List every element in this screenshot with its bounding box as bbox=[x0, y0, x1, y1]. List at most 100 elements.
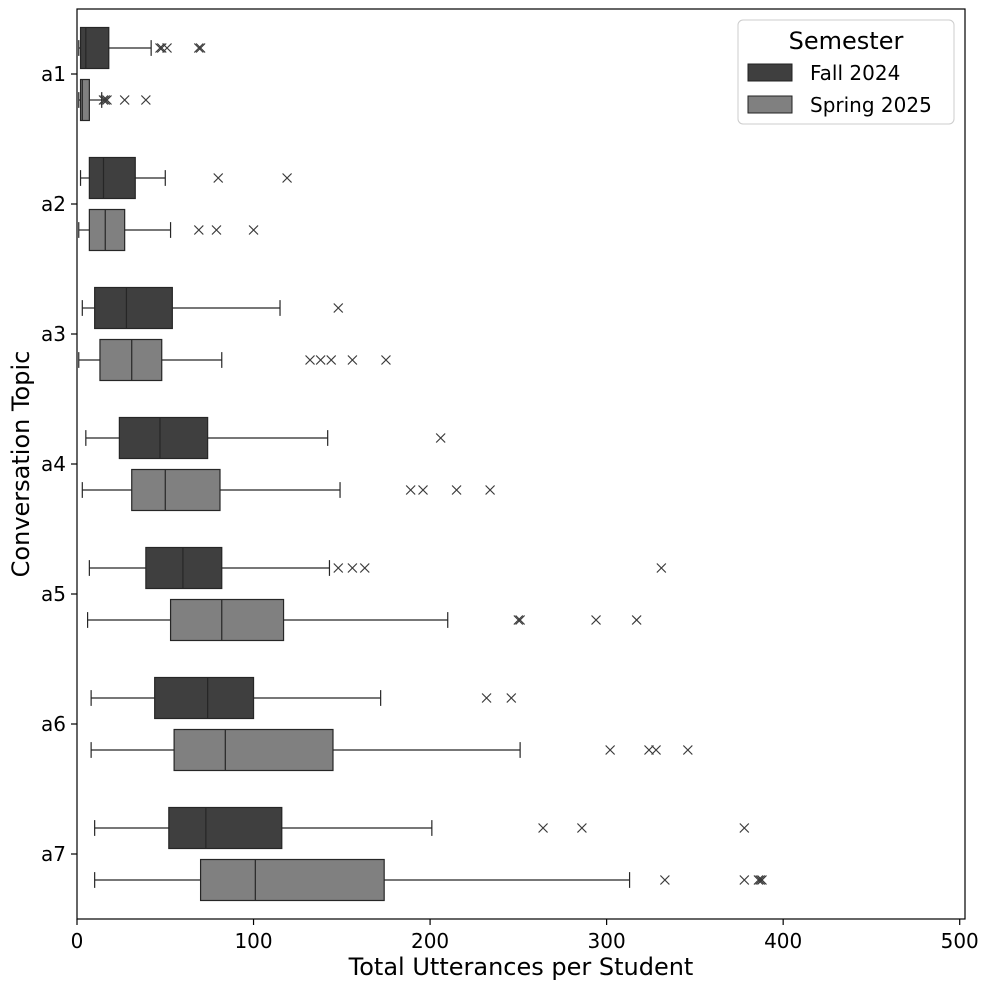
outlier-a6-spring-2025-2 bbox=[651, 745, 661, 755]
outlier-a5-spring-2025-2 bbox=[591, 615, 601, 625]
outlier-a5-spring-2025-1 bbox=[515, 615, 526, 625]
box-group-a5-spring-2025 bbox=[86, 598, 642, 642]
outlier-a1-fall-2024-3 bbox=[193, 43, 204, 53]
box-group-a7-fall-2024 bbox=[94, 806, 750, 850]
outlier-a4-spring-2025-0 bbox=[405, 485, 416, 495]
outlier-a2-spring-2025-2 bbox=[248, 225, 259, 235]
outlier-a5-fall-2024-2 bbox=[359, 563, 370, 573]
box-group-a5-fall-2024 bbox=[88, 546, 667, 590]
box-a5-fall-2024 bbox=[145, 546, 223, 590]
y-tick-label-a2: a2 bbox=[41, 192, 66, 216]
y-tick-label-a5: a5 bbox=[41, 582, 66, 606]
outlier-a6-fall-2024-0 bbox=[481, 693, 492, 703]
outlier-a5-fall-2024-0 bbox=[333, 563, 344, 573]
outlier-a7-spring-2025-2 bbox=[753, 875, 764, 885]
box-group-a2-fall-2024 bbox=[79, 156, 293, 200]
y-tick-label-a3: a3 bbox=[41, 322, 66, 346]
box-group-a4-spring-2025 bbox=[81, 468, 496, 512]
outlier-a2-fall-2024-1 bbox=[282, 173, 293, 183]
box-a7-fall-2024 bbox=[168, 806, 283, 850]
x-tick-label-5: 500 bbox=[941, 929, 979, 953]
box-group-a2-spring-2025 bbox=[78, 208, 259, 252]
box-group-a1-fall-2024 bbox=[78, 26, 206, 70]
chart-marks bbox=[78, 26, 767, 902]
box-a7-spring-2025 bbox=[199, 858, 385, 902]
outlier-a7-fall-2024-2 bbox=[739, 823, 750, 833]
outlier-a4-spring-2025-1 bbox=[418, 485, 428, 495]
box-group-a4-fall-2024 bbox=[85, 416, 446, 460]
box-a4-fall-2024 bbox=[118, 416, 209, 460]
plot-frame bbox=[76, 8, 966, 920]
box-a1-spring-2025 bbox=[79, 78, 90, 122]
outlier-a1-spring-2025-4 bbox=[140, 95, 151, 105]
axes: 0 100 200 300 400 500 a1 a2 a3 a4 a5 a6 a7 bbox=[41, 62, 979, 953]
legend-entry-spring-2025: Spring 2025 bbox=[810, 93, 932, 117]
outlier-a1-fall-2024-0 bbox=[155, 43, 165, 53]
box-group-a3-fall-2024 bbox=[81, 286, 344, 330]
outlier-a5-fall-2024-3 bbox=[656, 563, 667, 573]
outlier-a1-fall-2024-4 bbox=[195, 43, 206, 53]
legend-title: Semester bbox=[789, 27, 904, 55]
outlier-a4-spring-2025-2 bbox=[451, 485, 462, 495]
box-a6-spring-2025 bbox=[173, 728, 334, 772]
y-tick-label-a6: a6 bbox=[41, 712, 66, 736]
y-tick-label-a1: a1 bbox=[41, 62, 66, 86]
outlier-a7-spring-2025-4 bbox=[757, 875, 767, 885]
x-tick-label-2: 200 bbox=[411, 929, 449, 953]
box-group-a7-spring-2025 bbox=[94, 858, 767, 902]
x-axis-label: Total Utterances per Student bbox=[348, 953, 694, 981]
outlier-a1-fall-2024-2 bbox=[162, 43, 172, 53]
outlier-a3-spring-2025-4 bbox=[381, 355, 391, 365]
outlier-a3-spring-2025-1 bbox=[315, 355, 326, 365]
outlier-a6-spring-2025-0 bbox=[605, 745, 616, 755]
outlier-a3-spring-2025-3 bbox=[347, 355, 358, 365]
outlier-a2-spring-2025-0 bbox=[193, 225, 204, 235]
box-a3-fall-2024 bbox=[94, 286, 173, 330]
box-a2-spring-2025 bbox=[88, 208, 126, 252]
x-tick-label-3: 300 bbox=[588, 929, 626, 953]
x-tick-label-4: 400 bbox=[764, 929, 802, 953]
outlier-a7-fall-2024-0 bbox=[538, 823, 548, 833]
outlier-a7-spring-2025-3 bbox=[755, 875, 766, 885]
legend-swatch-fall-2024 bbox=[747, 63, 793, 82]
box-a2-fall-2024 bbox=[88, 156, 136, 200]
outlier-a3-fall-2024-0 bbox=[333, 303, 344, 313]
outlier-a7-spring-2025-1 bbox=[739, 875, 750, 885]
outlier-a6-spring-2025-1 bbox=[644, 745, 654, 755]
legend-swatch-spring-2025 bbox=[747, 95, 793, 114]
outlier-a7-spring-2025-0 bbox=[659, 875, 670, 885]
outlier-a5-spring-2025-3 bbox=[631, 615, 642, 625]
outlier-a5-fall-2024-1 bbox=[347, 563, 358, 573]
plot-background bbox=[77, 9, 965, 919]
outlier-a6-fall-2024-1 bbox=[506, 693, 517, 703]
outlier-a7-fall-2024-1 bbox=[576, 823, 587, 833]
box-a5-spring-2025 bbox=[169, 598, 285, 642]
box-group-a1-spring-2025 bbox=[78, 78, 151, 122]
y-axis-label: Conversation Topic bbox=[7, 351, 35, 578]
outlier-a4-spring-2025-3 bbox=[485, 485, 496, 495]
x-tick-label-0: 0 bbox=[71, 929, 84, 953]
outlier-a1-spring-2025-2 bbox=[102, 95, 112, 105]
y-tick-label-a4: a4 bbox=[41, 452, 66, 476]
outlier-a1-spring-2025-3 bbox=[119, 95, 130, 105]
outlier-a5-spring-2025-0 bbox=[513, 615, 524, 625]
box-a3-spring-2025 bbox=[99, 338, 163, 382]
outlier-a1-spring-2025-1 bbox=[100, 95, 111, 105]
box-a1-fall-2024 bbox=[79, 26, 110, 70]
outlier-a1-spring-2025-0 bbox=[98, 95, 109, 105]
box-a4-spring-2025 bbox=[131, 468, 221, 512]
outlier-a2-spring-2025-1 bbox=[211, 225, 222, 235]
outlier-a6-spring-2025-3 bbox=[682, 745, 693, 755]
outlier-a2-fall-2024-0 bbox=[213, 173, 224, 183]
legend: Semester Fall 2024 Spring 2025 bbox=[737, 19, 955, 125]
legend-entry-fall-2024: Fall 2024 bbox=[810, 61, 900, 85]
x-tick-label-1: 100 bbox=[234, 929, 272, 953]
box-group-a6-spring-2025 bbox=[90, 728, 693, 772]
outlier-a3-spring-2025-2 bbox=[326, 355, 337, 365]
outlier-a3-spring-2025-0 bbox=[305, 355, 315, 365]
box-a6-fall-2024 bbox=[154, 676, 255, 720]
outlier-a4-fall-2024-0 bbox=[435, 433, 446, 443]
box-group-a3-spring-2025 bbox=[78, 338, 391, 382]
